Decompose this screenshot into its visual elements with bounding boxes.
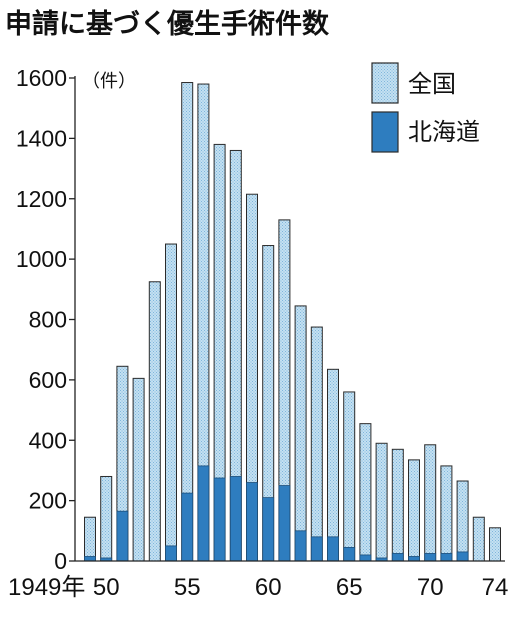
bar-hokkaido — [278, 485, 291, 562]
x-tick-label: 55 — [174, 574, 201, 601]
x-tick-label: 74 — [482, 574, 509, 601]
chart-title: 申請に基づく優生手術件数 — [5, 8, 330, 40]
bar-national — [310, 326, 323, 562]
bar-hokkaido — [84, 556, 96, 562]
bar-hokkaido — [181, 492, 194, 562]
bar-national — [472, 516, 485, 562]
bar-national — [440, 465, 453, 562]
bar-national — [456, 480, 469, 562]
bar-hokkaido — [246, 482, 258, 562]
y-tick-label: 1200 — [16, 186, 67, 212]
y-tick-label: 1400 — [16, 125, 67, 151]
y-tick-label: 0 — [54, 548, 67, 574]
bar-hokkaido — [197, 465, 210, 562]
bar-national — [375, 442, 388, 562]
y-tick-label: 1600 — [16, 65, 67, 91]
y-tick-label: 800 — [29, 307, 67, 333]
legend-swatch-hokkaido — [371, 111, 399, 153]
bar-national — [181, 82, 194, 562]
bar-hokkaido — [165, 545, 177, 562]
legend: 全国 北海道 — [371, 62, 480, 153]
bar-hokkaido — [456, 551, 469, 562]
bar-hokkaido — [213, 477, 226, 562]
bar-national — [327, 368, 339, 562]
bar-national — [391, 448, 404, 562]
bar-national — [489, 527, 501, 562]
bar-national — [359, 423, 372, 562]
x-tick-label: 1949年 — [8, 574, 85, 601]
legend-label-national: 全国 — [408, 71, 456, 98]
bar-hokkaido — [116, 510, 129, 562]
bar-national — [148, 281, 161, 562]
bar-hokkaido — [408, 556, 420, 562]
x-tick-label: 50 — [93, 574, 120, 601]
bar-national — [132, 377, 145, 562]
bar-hokkaido — [359, 554, 372, 562]
bar-national — [343, 391, 356, 562]
bar-hokkaido — [327, 536, 339, 562]
bar-hokkaido — [310, 536, 323, 562]
bars-group — [84, 82, 501, 562]
x-tick-label: 70 — [417, 574, 444, 601]
bar-national — [84, 516, 96, 562]
bar-national — [424, 444, 437, 562]
legend-label-hokkaido: 北海道 — [408, 119, 480, 146]
legend-swatch-national — [371, 62, 399, 104]
y-axis-unit-label: （件） — [82, 71, 136, 91]
bar-hokkaido — [391, 553, 404, 562]
y-tick-label: 1000 — [16, 246, 67, 272]
bar-hokkaido — [343, 547, 356, 562]
y-tick-label: 200 — [29, 488, 67, 514]
bar-hokkaido — [294, 530, 307, 562]
bar-hokkaido — [229, 476, 242, 562]
y-axis: 0 200 400 600 800 1000 1200 1400 1600 — [16, 65, 76, 574]
y-tick-label: 400 — [29, 427, 67, 453]
bar-hokkaido — [440, 553, 453, 562]
bar-national — [165, 243, 177, 562]
bar-hokkaido — [424, 553, 437, 562]
y-tick-label: 600 — [29, 367, 67, 393]
x-tick-label: 65 — [336, 574, 363, 601]
bar-national — [294, 305, 307, 562]
bar-national — [408, 459, 420, 562]
bar-hokkaido — [262, 497, 275, 562]
bar-national — [100, 475, 113, 562]
x-axis: 1949年 50 55 60 65 70 74 — [8, 560, 509, 601]
x-tick-label: 60 — [255, 574, 282, 601]
